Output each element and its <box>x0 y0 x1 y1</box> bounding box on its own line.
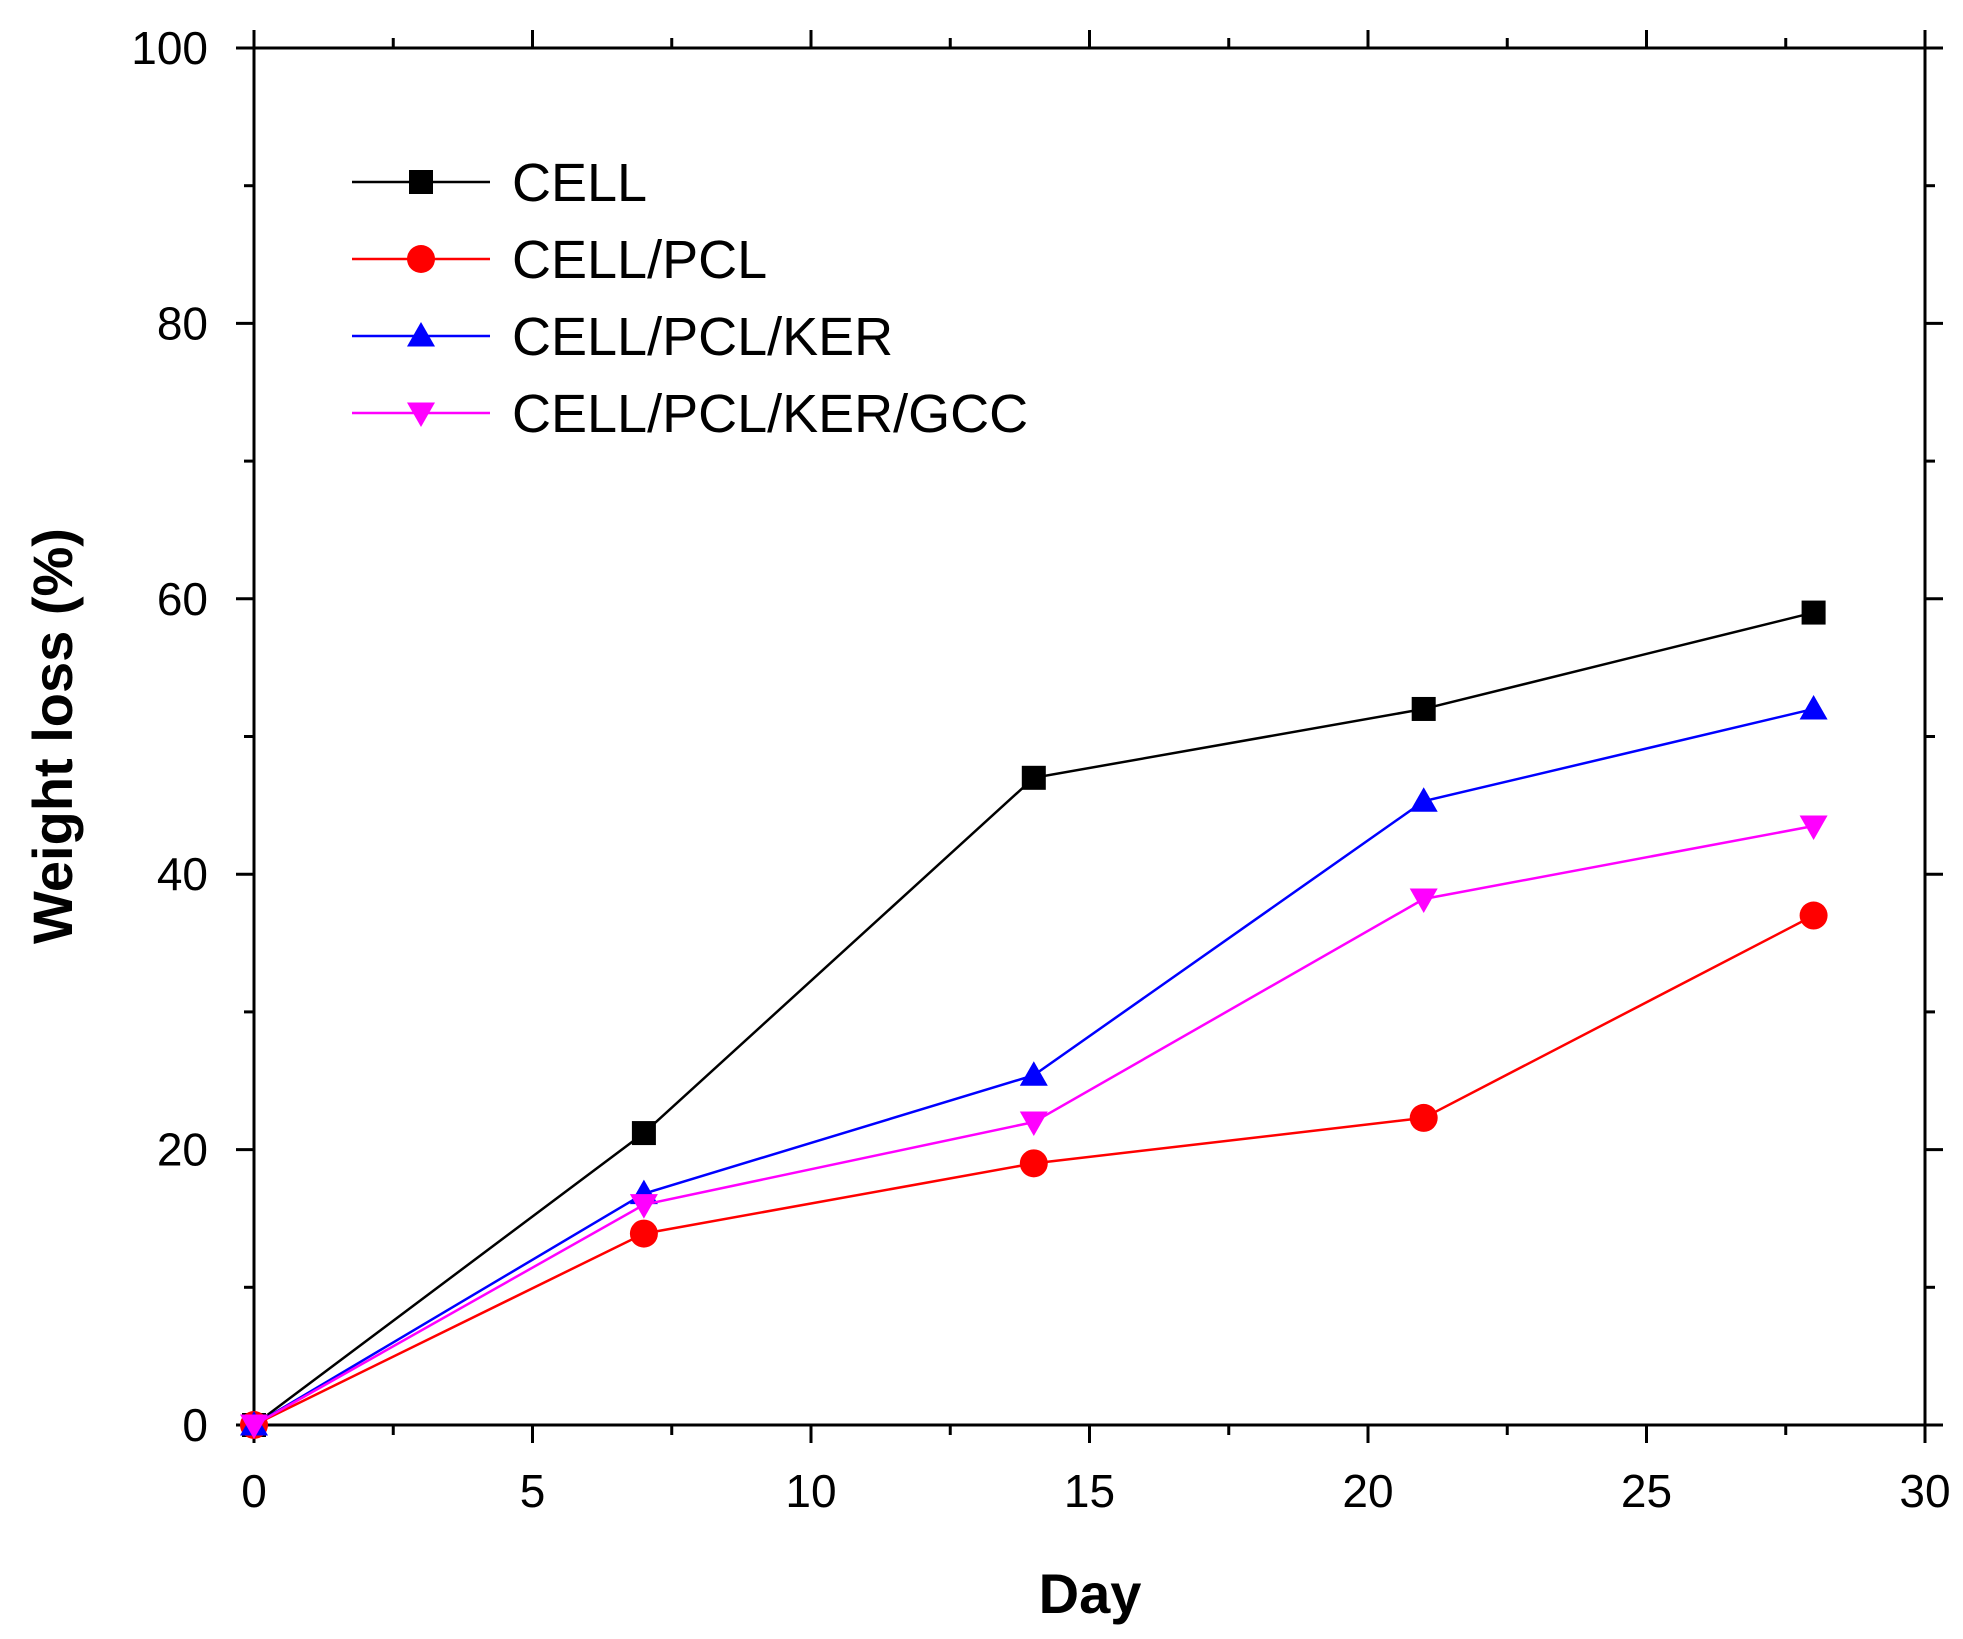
series <box>240 694 1828 1436</box>
y-axis-title: Weight loss (%) <box>21 528 84 944</box>
axis-ticks: 0 5 10 15 20 25 30 0 20 40 60 80 100 <box>131 22 1950 1517</box>
data-point <box>1799 815 1828 841</box>
y-tick-label: 40 <box>157 848 208 900</box>
legend-item: CELL/PCL/KER <box>352 307 893 367</box>
legend-label: CELL/PCL <box>512 230 767 290</box>
series <box>242 600 1826 1437</box>
data-point <box>1021 765 1046 790</box>
data-point <box>1409 888 1438 913</box>
x-tick-label: 15 <box>1064 1465 1115 1517</box>
data-point <box>1019 1149 1048 1178</box>
series <box>240 901 1828 1439</box>
x-tick-label: 5 <box>520 1465 546 1517</box>
legend-label: CELL/PCL/KER/GCC <box>512 384 1028 444</box>
legend-marker <box>407 322 435 347</box>
series-layer <box>240 600 1828 1439</box>
y-tick-label: 80 <box>157 297 208 349</box>
series <box>240 815 1828 1439</box>
data-point <box>1411 696 1436 721</box>
legend-item: CELL/PCL <box>352 230 767 290</box>
y-tick-label: 20 <box>157 1124 208 1176</box>
y-tick-label: 100 <box>131 22 208 74</box>
x-tick-label: 20 <box>1342 1465 1393 1517</box>
legend-marker <box>407 245 435 273</box>
plot-frame <box>252 46 1927 1427</box>
x-tick-label: 0 <box>241 1465 267 1517</box>
legend-marker <box>407 402 435 427</box>
x-tick-label: 10 <box>785 1465 836 1517</box>
legend-item: CELL <box>352 153 647 213</box>
data-point <box>1409 1103 1438 1132</box>
data-point <box>1019 1061 1048 1086</box>
data-point <box>629 1219 658 1248</box>
x-axis-title: Day <box>1039 1562 1142 1625</box>
legend-item: CELL/PCL/KER/GCC <box>352 384 1028 444</box>
data-point <box>1799 694 1828 720</box>
data-point <box>629 1194 658 1219</box>
series-line <box>253 611 1814 1427</box>
legend-label: CELL <box>512 153 647 213</box>
x-tick-label: 30 <box>1899 1465 1950 1517</box>
y-tick-label: 60 <box>157 573 208 625</box>
data-point <box>631 1121 656 1146</box>
data-point <box>1799 901 1828 930</box>
legend: CELL CELL/PCL CELL/PCL/KER CELL/PCL/KER/GCC <box>352 153 1028 444</box>
data-point <box>1801 600 1826 625</box>
legend-marker <box>409 170 433 194</box>
y-tick-label: 0 <box>182 1399 208 1451</box>
legend-label: CELL/PCL/KER <box>512 307 893 367</box>
data-point <box>1409 787 1438 812</box>
x-tick-label: 25 <box>1621 1465 1672 1517</box>
data-point <box>240 1414 268 1439</box>
data-point <box>1019 1111 1048 1137</box>
